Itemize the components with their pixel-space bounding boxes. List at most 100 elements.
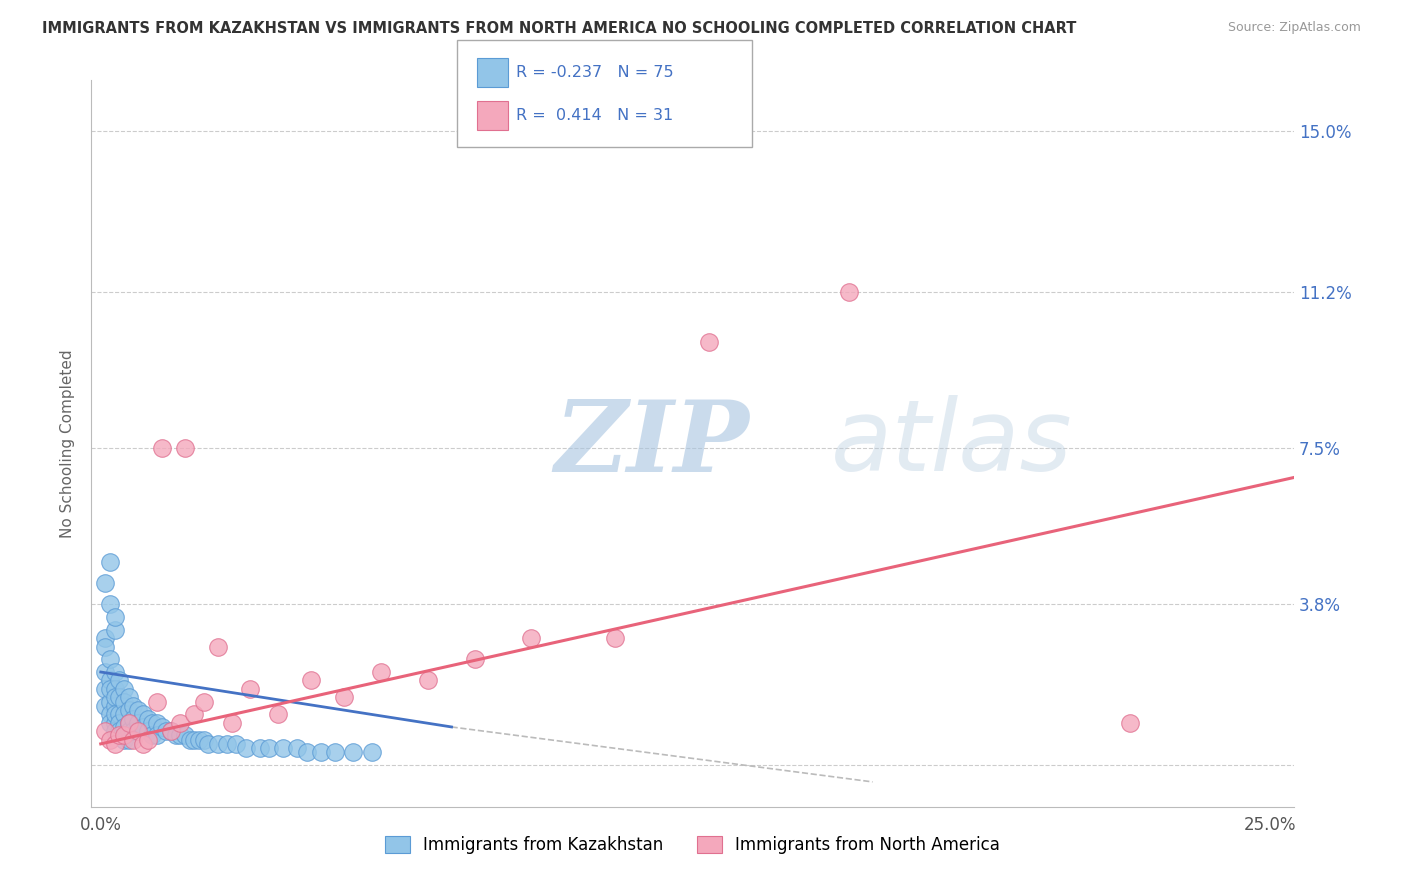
Point — [174, 441, 197, 455]
Point — [98, 652, 121, 666]
Point — [98, 673, 121, 688]
Point — [150, 720, 173, 734]
Point — [104, 690, 127, 705]
Point — [309, 745, 332, 759]
Point — [94, 698, 117, 713]
Point — [122, 711, 145, 725]
Point — [136, 711, 159, 725]
Point — [118, 690, 141, 705]
Point — [160, 724, 183, 739]
Point — [267, 707, 290, 722]
Point — [1119, 715, 1142, 730]
Point — [118, 715, 141, 730]
Point — [108, 724, 131, 739]
Point — [165, 728, 187, 742]
Point — [94, 631, 117, 645]
Point — [112, 695, 135, 709]
Point — [94, 724, 117, 739]
Point — [141, 728, 163, 742]
Point — [342, 745, 364, 759]
Point — [94, 576, 117, 591]
Point — [150, 441, 173, 455]
Point — [188, 732, 211, 747]
Point — [169, 728, 191, 742]
Point — [104, 737, 127, 751]
Point — [299, 673, 322, 688]
Point — [221, 715, 243, 730]
Point — [98, 695, 121, 709]
Text: ZIP: ZIP — [554, 395, 749, 492]
Point — [112, 732, 135, 747]
Point — [132, 737, 155, 751]
Point — [141, 715, 163, 730]
Point — [333, 690, 356, 705]
Point — [225, 737, 247, 751]
Point — [361, 745, 384, 759]
Point — [207, 640, 229, 654]
Text: Source: ZipAtlas.com: Source: ZipAtlas.com — [1227, 21, 1361, 34]
Point — [193, 695, 215, 709]
Text: atlas: atlas — [831, 395, 1073, 492]
Point — [112, 728, 135, 742]
Point — [108, 707, 131, 722]
Point — [94, 665, 117, 679]
Point — [464, 652, 486, 666]
Point — [146, 695, 169, 709]
Text: R =  0.414   N = 31: R = 0.414 N = 31 — [516, 108, 673, 123]
Point — [146, 728, 169, 742]
Point — [193, 732, 215, 747]
Point — [122, 732, 145, 747]
Point — [183, 732, 205, 747]
Point — [239, 681, 262, 696]
Point — [104, 665, 127, 679]
Y-axis label: No Schooling Completed: No Schooling Completed — [60, 350, 76, 538]
Point — [118, 715, 141, 730]
Point — [104, 715, 127, 730]
Point — [112, 707, 135, 722]
Point — [94, 681, 117, 696]
Point — [155, 724, 177, 739]
Point — [104, 610, 127, 624]
Point — [179, 732, 201, 747]
Point — [215, 737, 238, 751]
Point — [136, 724, 159, 739]
Point — [207, 737, 229, 751]
Text: R = -0.237   N = 75: R = -0.237 N = 75 — [516, 65, 673, 80]
Point — [235, 741, 257, 756]
Point — [160, 724, 183, 739]
Point — [112, 681, 135, 696]
Point — [98, 555, 121, 569]
Point — [122, 724, 145, 739]
Point — [132, 707, 155, 722]
Point — [136, 732, 159, 747]
Point — [98, 598, 121, 612]
Point — [104, 724, 127, 739]
Point — [174, 728, 197, 742]
Point — [98, 732, 121, 747]
Point — [605, 631, 627, 645]
Point — [98, 681, 121, 696]
Legend: Immigrants from Kazakhstan, Immigrants from North America: Immigrants from Kazakhstan, Immigrants f… — [378, 830, 1007, 861]
Point — [370, 665, 392, 679]
Point — [249, 741, 271, 756]
Point — [118, 703, 141, 717]
Point — [146, 715, 169, 730]
Point — [108, 673, 131, 688]
Point — [104, 707, 127, 722]
Point — [127, 703, 149, 717]
Point — [257, 741, 280, 756]
Point — [285, 741, 308, 756]
Point — [118, 732, 141, 747]
Point — [104, 681, 127, 696]
Point — [108, 728, 131, 742]
Text: IMMIGRANTS FROM KAZAKHSTAN VS IMMIGRANTS FROM NORTH AMERICA NO SCHOOLING COMPLET: IMMIGRANTS FROM KAZAKHSTAN VS IMMIGRANTS… — [42, 21, 1077, 36]
Point — [122, 698, 145, 713]
Point — [104, 698, 127, 713]
Point — [98, 715, 121, 730]
Point — [520, 631, 543, 645]
Point — [169, 715, 191, 730]
Point — [418, 673, 440, 688]
Point — [118, 724, 141, 739]
Point — [98, 707, 121, 722]
Point — [183, 707, 205, 722]
